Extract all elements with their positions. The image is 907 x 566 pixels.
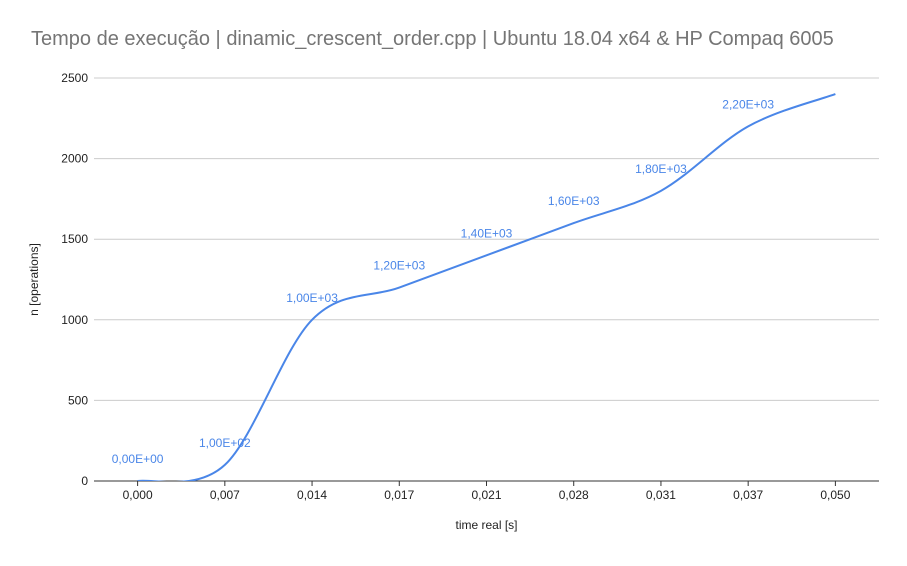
chart-title: Tempo de execução | dinamic_crescent_ord…	[31, 28, 834, 50]
x-tick-label: 0,021	[471, 488, 501, 502]
x-tick-label: 0,050	[820, 488, 850, 502]
x-tick-label: 0,037	[733, 488, 763, 502]
data-label: 2,20E+03	[722, 97, 774, 111]
data-label: 0,00E+00	[112, 452, 164, 466]
series-line	[137, 93, 836, 481]
x-tick-label: 0,017	[384, 488, 414, 502]
y-tick-label: 2000	[61, 152, 88, 166]
data-label: 1,80E+03	[635, 162, 687, 176]
y-axis-title: n [operations]	[27, 243, 41, 316]
x-axis-title: time real [s]	[455, 518, 517, 532]
data-label: 1,20E+03	[373, 259, 425, 273]
data-label: 1,00E+03	[286, 291, 338, 305]
x-tick-label: 0,007	[210, 488, 240, 502]
x-tick-label: 0,031	[646, 488, 676, 502]
x-tick-label: 0,000	[123, 488, 153, 502]
x-tick-label: 0,028	[559, 488, 589, 502]
y-tick-label: 2500	[61, 71, 88, 85]
y-tick-label: 0	[81, 474, 88, 488]
data-label: 1,00E+02	[199, 436, 251, 450]
y-tick-label: 1000	[61, 313, 88, 327]
x-tick-label: 0,014	[297, 488, 327, 502]
y-tick-label: 500	[68, 393, 88, 407]
data-label: 1,60E+03	[548, 194, 600, 208]
y-tick-label: 1500	[61, 232, 88, 246]
data-label: 1,40E+03	[461, 226, 513, 240]
